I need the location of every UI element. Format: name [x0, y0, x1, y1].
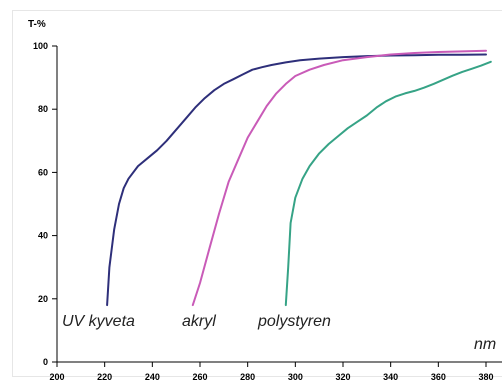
x-tick-label: 280	[240, 372, 255, 382]
x-tick-label: 240	[145, 372, 160, 382]
series-label-uv-kyveta: UV kyveta	[62, 313, 135, 330]
x-tick-label: 200	[49, 372, 64, 382]
x-tick-label: 300	[288, 372, 303, 382]
x-tick-label: 380	[478, 372, 493, 382]
y-tick-label: 0	[43, 357, 48, 367]
y-axis-label: T-%	[28, 19, 46, 30]
series-line-akryl	[191, 49, 487, 307]
series-label-akryl: akryl	[182, 313, 216, 330]
series-line-uv-kyveta	[106, 53, 487, 307]
series-label-polystyren: polystyren	[257, 313, 331, 330]
x-tick-label: 340	[383, 372, 398, 382]
x-tick-label: 320	[335, 372, 350, 382]
axes: 0 20 40 60 80 100 200 220 240 260 280 300 320 340 360 3…	[33, 41, 502, 382]
y-tick-label: 40	[38, 231, 48, 241]
chart-frame	[12, 10, 502, 377]
x-unit-label: nm	[474, 336, 496, 353]
x-tick-label: 260	[192, 372, 207, 382]
y-tick-label: 20	[38, 294, 48, 304]
x-tick-label: 220	[97, 372, 112, 382]
y-tick-label: 60	[38, 167, 48, 177]
x-tick-label: 360	[431, 372, 446, 382]
series-line-polystyren	[284, 60, 492, 307]
y-tick-label: 80	[38, 104, 48, 114]
y-tick-label: 100	[33, 41, 48, 51]
series-lines	[106, 49, 492, 307]
series-labels: UV kyveta akryl polystyren	[62, 313, 331, 330]
